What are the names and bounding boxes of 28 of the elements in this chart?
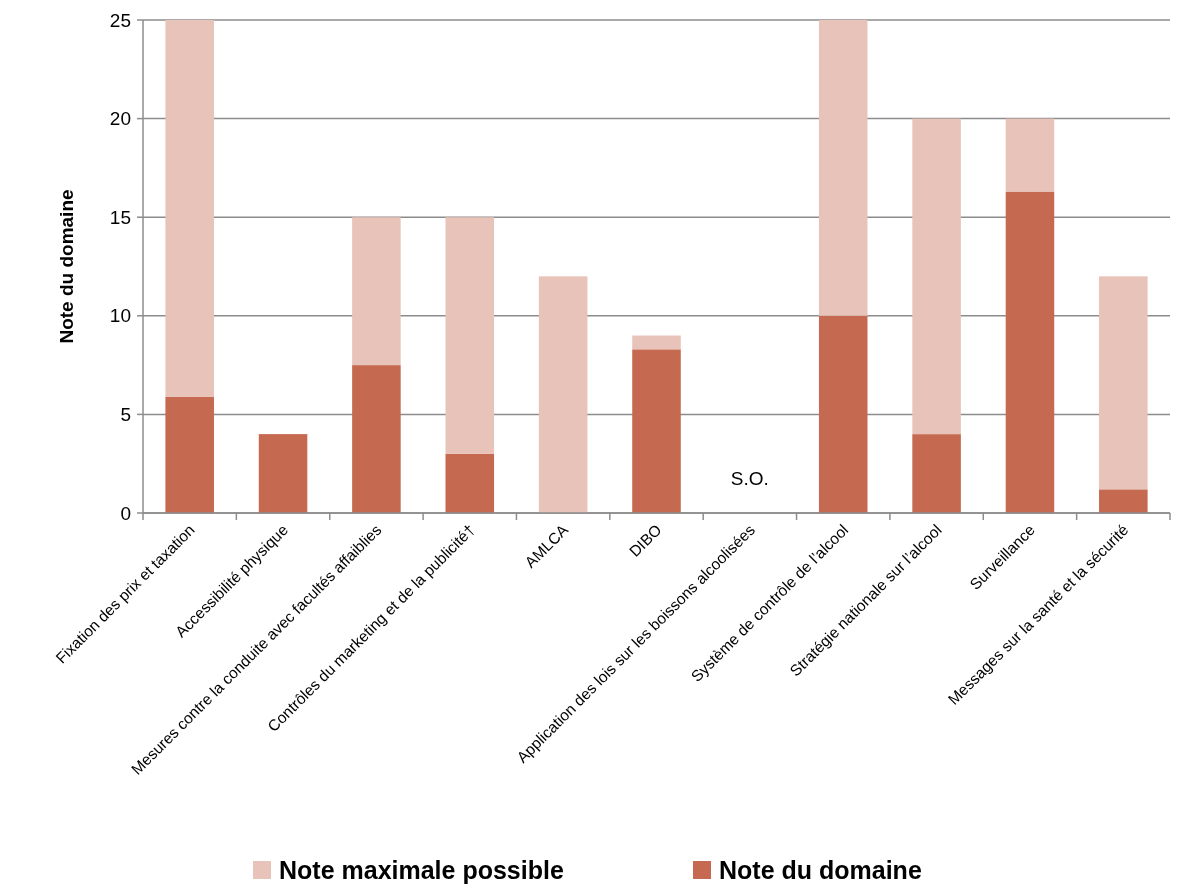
legend-label: Note du domaine (719, 855, 922, 884)
y-axis-title: Note du domaine (56, 189, 77, 344)
y-tick-label: 20 (109, 108, 131, 130)
y-tick-label: 25 (109, 9, 131, 31)
bar (1099, 276, 1148, 490)
bar (1005, 191, 1055, 513)
y-tick-label: 10 (109, 305, 131, 327)
bar (912, 118, 961, 435)
bar (818, 20, 868, 316)
bar (165, 20, 214, 397)
bar (912, 434, 961, 513)
bar (352, 217, 401, 366)
y-tick-label: 0 (120, 502, 131, 524)
bar (1099, 489, 1148, 513)
y-tick-label: 5 (120, 404, 131, 426)
y-tick-label: 15 (109, 206, 131, 228)
bar (445, 217, 495, 454)
annotation: S.O. (730, 468, 769, 489)
bar (538, 276, 588, 513)
bar (1005, 118, 1055, 192)
bar (258, 434, 308, 513)
bar (352, 365, 401, 513)
bar (632, 335, 681, 350)
bar (818, 315, 868, 513)
bar (165, 396, 214, 513)
legend-label: Note maximale possible (279, 855, 564, 884)
bar (445, 453, 495, 513)
bar (632, 349, 681, 513)
